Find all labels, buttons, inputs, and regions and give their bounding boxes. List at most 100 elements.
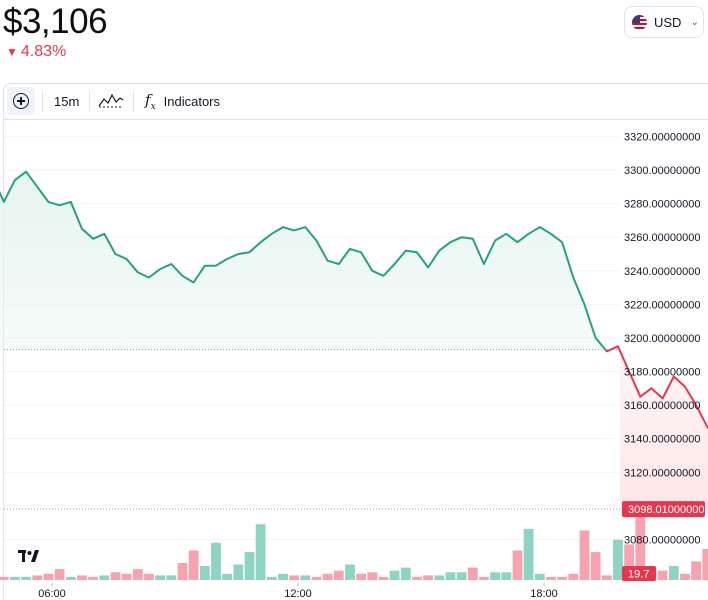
volume-bar [423, 575, 433, 581]
volume-bar [10, 576, 20, 580]
volume-bar [244, 552, 255, 580]
volume-bar [378, 576, 389, 580]
y-tick-label: 3200.00000000 [624, 333, 700, 345]
volume-bar [99, 575, 110, 581]
volume-bar [255, 524, 266, 580]
volume-bar [568, 573, 579, 580]
volume-bar [389, 570, 400, 580]
volume-bar [590, 552, 601, 580]
volume-bar [345, 564, 355, 580]
line-chart-icon [98, 93, 124, 108]
volume-bar [311, 576, 322, 580]
toolbar-divider [42, 91, 43, 111]
y-tick-label: 3080.00000000 [624, 534, 700, 546]
toolbar-divider [133, 91, 134, 111]
price-line-up [0, 170, 607, 351]
volume-bar [657, 570, 668, 580]
price-line-down [604, 345, 708, 430]
volume-bar [266, 576, 277, 580]
chart-type-button[interactable] [98, 83, 124, 119]
volume-bar [188, 550, 199, 580]
current-price: $3,106 [3, 2, 108, 41]
volume-bar [199, 566, 210, 580]
volume-bar [400, 567, 411, 580]
volume-bar [523, 528, 534, 580]
circle-plus-icon [13, 93, 29, 109]
tradingview-logo-icon [18, 550, 39, 562]
volume-bar [356, 573, 366, 580]
volume-bar [445, 572, 456, 581]
volume-bar [121, 573, 132, 580]
y-tick-label: 3120.00000000 [624, 467, 700, 479]
y-tick-label: 3280.00000000 [624, 199, 700, 211]
volume-bar [211, 542, 221, 580]
volume-bar [680, 573, 690, 580]
volume-bar [54, 569, 65, 580]
volume-bar [43, 573, 54, 580]
volume-bar [691, 561, 701, 580]
currency-selector[interactable]: USD ⌄ [624, 6, 704, 38]
volume-bar [456, 572, 467, 581]
area-fill-up [0, 171, 606, 350]
volume-bar [65, 576, 76, 580]
add-comparison-button[interactable] [7, 87, 35, 115]
y-tick-label: 3320.00000000 [624, 131, 700, 143]
volume-bar [32, 575, 43, 581]
volume-bar [300, 575, 311, 581]
volume-bar [601, 575, 612, 581]
volume-bar [233, 564, 244, 580]
volume-bar [479, 576, 489, 580]
volume-bar [322, 573, 333, 580]
volume-bar [434, 575, 445, 581]
currency-label: USD [654, 14, 682, 30]
y-tick-label: 3220.00000000 [624, 299, 700, 311]
chevron-down-icon: ⌄ [690, 16, 699, 28]
volume-bar [512, 550, 523, 580]
last-price-tag [622, 501, 705, 518]
last-price-label: 3098.01000000 [628, 504, 704, 516]
volume-bar [635, 514, 646, 580]
indicators-button[interactable]: fx Indicators [145, 83, 220, 119]
tradingview-logo [13, 543, 45, 571]
y-tick-label: 3300.00000000 [624, 165, 700, 177]
volume-tag [622, 566, 656, 581]
volume-bar [412, 576, 422, 580]
volume-bar [278, 573, 288, 580]
price-change: ▼ 4.83% [6, 43, 66, 61]
volume-bar [88, 576, 98, 580]
volume-bar [613, 539, 623, 580]
volume-bar [624, 544, 634, 580]
volume-bar [21, 576, 31, 580]
toolbar-divider [89, 91, 90, 111]
volume-label: 19.7 [628, 569, 649, 581]
volume-bar [668, 566, 679, 580]
interval-button[interactable]: 15m [54, 93, 80, 109]
volume-bar [132, 569, 143, 580]
volume-bar [144, 573, 154, 580]
y-tick-label: 3160.00000000 [624, 400, 700, 412]
volume-bar [501, 572, 512, 581]
y-tick-label: 3140.00000000 [624, 434, 700, 446]
x-tick-label: 06:00 [38, 588, 66, 600]
volume-bar [367, 572, 378, 581]
volume-bar [557, 576, 567, 580]
volume-bar [289, 575, 299, 581]
volume-bar [177, 563, 188, 581]
volume-bar [110, 572, 121, 581]
volume-bar [0, 576, 9, 580]
fx-icon: fx [145, 90, 156, 112]
us-flag-icon [632, 14, 647, 30]
volume-bar [546, 576, 556, 580]
y-tick-label: 3240.00000000 [624, 266, 700, 278]
volume-bar [77, 575, 87, 581]
volume-bar [333, 570, 344, 580]
volume-bar [222, 573, 232, 580]
volume-bar [534, 573, 545, 580]
volume-bar [490, 572, 500, 581]
chart-toolbar: 15m fx Indicators [3, 83, 708, 120]
indicators-label: Indicators [163, 93, 221, 109]
area-fill-down [605, 346, 708, 510]
volume-bar [579, 530, 590, 580]
x-tick-label: 12:00 [284, 588, 312, 600]
